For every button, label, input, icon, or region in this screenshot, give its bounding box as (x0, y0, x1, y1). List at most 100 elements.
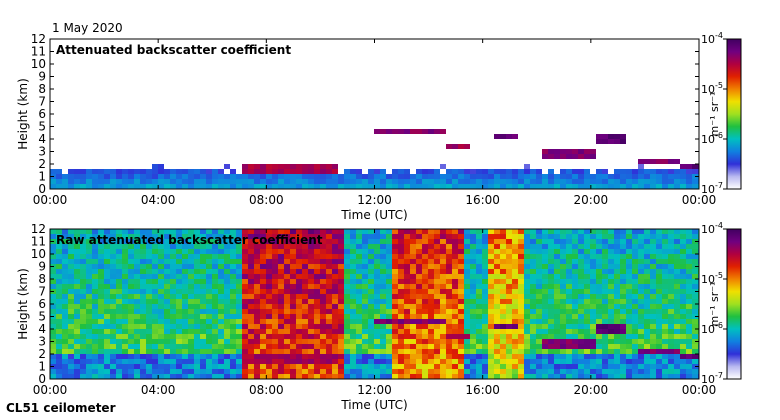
heatmap-cell (464, 299, 470, 304)
heatmap-cell (350, 169, 356, 174)
heatmap-cell (170, 299, 176, 304)
heatmap-cell (482, 184, 488, 189)
heatmap-cell (146, 274, 152, 279)
heatmap-cell (602, 324, 608, 329)
heatmap-cell (134, 294, 140, 299)
heatmap-cell (470, 304, 476, 309)
heatmap-cell (620, 169, 626, 174)
heatmap-cell (140, 264, 146, 269)
heatmap-cell (458, 169, 464, 174)
heatmap-cell (224, 249, 230, 254)
heatmap-cell (374, 239, 380, 244)
heatmap-cell (206, 349, 212, 354)
heatmap-cell (446, 279, 452, 284)
heatmap-cell (314, 299, 320, 304)
heatmap-cell (356, 364, 362, 369)
heatmap-cell (224, 294, 230, 299)
heatmap-cell (656, 349, 662, 354)
heatmap-cell (188, 284, 194, 289)
heatmap-cell (554, 149, 560, 154)
heatmap-cell (314, 259, 320, 264)
heatmap-cell (218, 234, 224, 239)
heatmap-cell (458, 329, 464, 334)
heatmap-cell (692, 299, 698, 304)
heatmap-cell (230, 329, 236, 334)
heatmap-cell (470, 249, 476, 254)
heatmap-cell (518, 344, 524, 349)
heatmap-cell (320, 184, 326, 189)
heatmap-cell (374, 374, 380, 379)
heatmap-cell (524, 259, 530, 264)
heatmap-cell (146, 374, 152, 379)
heatmap-cell (56, 229, 62, 234)
heatmap-cell (602, 369, 608, 374)
heatmap-cell (80, 244, 86, 249)
heatmap-cell (326, 229, 332, 234)
heatmap-cell (620, 354, 626, 359)
heatmap-cell (590, 249, 596, 254)
heatmap-cell (614, 229, 620, 234)
heatmap-cell (224, 234, 230, 239)
heatmap-cell (254, 179, 260, 184)
heatmap-cell (608, 234, 614, 239)
heatmap-cell (452, 234, 458, 239)
heatmap-cell (566, 174, 572, 179)
heatmap-cell (350, 334, 356, 339)
heatmap-cell (188, 269, 194, 274)
heatmap-cell (284, 284, 290, 289)
heatmap-cell (668, 279, 674, 284)
heatmap-cell (536, 374, 542, 379)
heatmap-cell (560, 299, 566, 304)
heatmap-cell (620, 274, 626, 279)
heatmap-cell (608, 329, 614, 334)
heatmap-cell (668, 339, 674, 344)
heatmap-cell (422, 294, 428, 299)
heatmap-cell (680, 339, 686, 344)
heatmap-cell (392, 169, 398, 174)
heatmap-cell (344, 184, 350, 189)
heatmap-cell (554, 344, 560, 349)
heatmap-cell (686, 349, 692, 354)
heatmap-cell (164, 254, 170, 259)
heatmap-cell (590, 344, 596, 349)
heatmap-cell (632, 179, 638, 184)
heatmap-cell (116, 319, 122, 324)
heatmap-cell (236, 359, 242, 364)
heatmap-cell (314, 349, 320, 354)
heatmap-cell (296, 284, 302, 289)
heatmap-cell (680, 239, 686, 244)
heatmap-cell (80, 289, 86, 294)
heatmap-cell (380, 289, 386, 294)
heatmap-cell (152, 364, 158, 369)
heatmap-cell (644, 294, 650, 299)
heatmap-cell (422, 129, 428, 134)
heatmap-cell (656, 324, 662, 329)
heatmap-cell (308, 239, 314, 244)
heatmap-cell (254, 349, 260, 354)
heatmap-cell (110, 269, 116, 274)
heatmap-cell (206, 279, 212, 284)
heatmap-cell (470, 354, 476, 359)
heatmap-cell (140, 239, 146, 244)
heatmap-cell (86, 304, 92, 309)
heatmap-cell (482, 369, 488, 374)
heatmap-cell (344, 259, 350, 264)
heatmap-cell (314, 339, 320, 344)
heatmap-cell (608, 284, 614, 289)
heatmap-cell (494, 354, 500, 359)
heatmap-cell (254, 259, 260, 264)
heatmap-cell (278, 344, 284, 349)
heatmap-cell (506, 344, 512, 349)
heatmap-cell (662, 329, 668, 334)
heatmap-cell (368, 254, 374, 259)
heatmap-cell (146, 254, 152, 259)
heatmap-cell (284, 334, 290, 339)
heatmap-cell (290, 229, 296, 234)
heatmap-cell (626, 244, 632, 249)
heatmap-cell (656, 269, 662, 274)
heatmap-cell (146, 369, 152, 374)
heatmap-cell (572, 324, 578, 329)
heatmap-cell (392, 329, 398, 334)
heatmap-cell (392, 264, 398, 269)
heatmap-cell (686, 254, 692, 259)
